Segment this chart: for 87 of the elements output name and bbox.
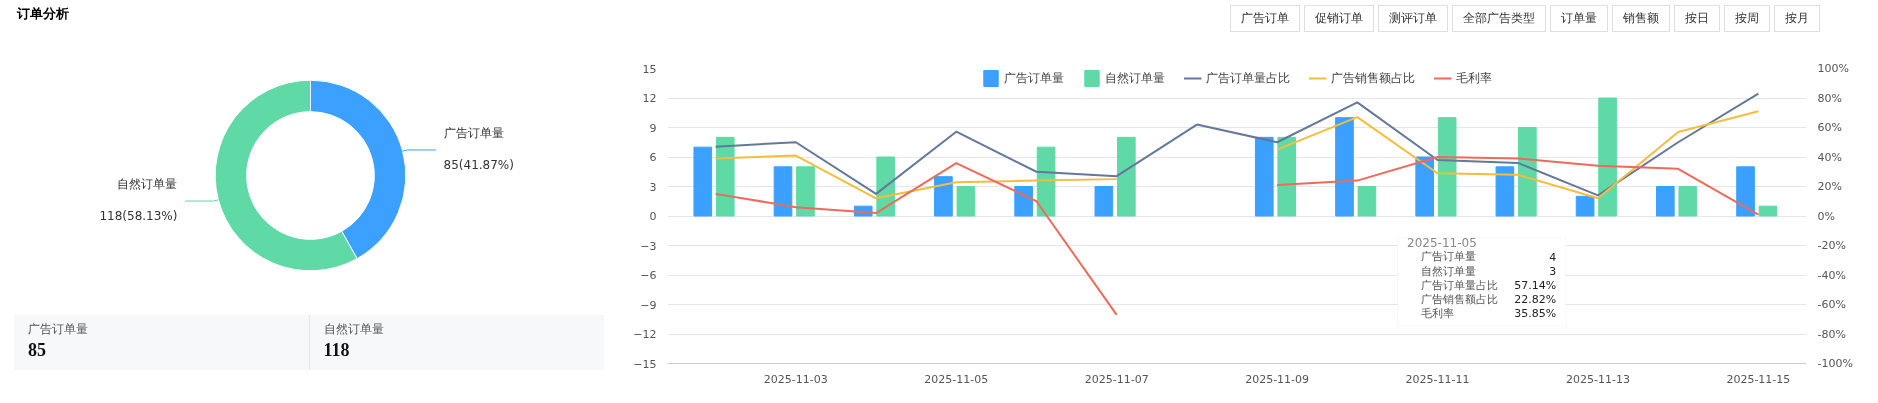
y2-tick-label: -100% [1817,357,1853,370]
text: 85 [28,339,47,363]
line-series [714,92,1760,197]
bar [934,176,953,217]
bar [1678,186,1698,217]
y-tick-label: −15 [633,357,657,371]
annotation: 4 [1549,250,1557,264]
x-tick-label: 2025-11-03 [763,372,828,386]
text: 订单量 [1550,5,1608,33]
bar [1575,195,1595,217]
y2-tick-label: -80% [1817,327,1846,341]
y-tick-label: 3 [649,180,657,194]
legend-label: 自然订单量 [1105,69,1165,87]
bar [1116,136,1136,217]
annotation: 35.85% [1514,307,1557,321]
y2-tick-label: -60% [1817,298,1846,311]
bar [773,166,793,217]
annotation: 2025-11-05 [1407,236,1477,251]
data-label: 85(41.87%) [443,157,514,172]
y-tick-label: 12 [642,92,657,105]
x-tick-label: 2025-11-09 [1245,372,1310,386]
text: 促销订单 [1304,5,1374,33]
text: 按周 [1724,5,1770,33]
legend-label: 广告销售额占比 [1331,69,1415,87]
bar [1415,156,1435,217]
bar [1598,97,1617,217]
bar [1254,136,1274,217]
bar [693,146,713,217]
x-tick-label: 2025-11-05 [924,372,989,386]
y2-tick-label: 80% [1817,91,1842,105]
y2-tick-label: -40% [1817,268,1846,282]
bar [1437,117,1457,217]
text: 广告订单量 [1421,250,1477,264]
x-tick-label: 2025-11-15 [1726,372,1791,386]
y-tick-label: −6 [640,269,657,282]
y-tick-label: 9 [649,121,657,135]
x-tick-label: 2025-11-11 [1405,372,1470,386]
y-tick-label: −3 [640,239,657,253]
bar [715,136,735,217]
bar [1656,186,1675,217]
text: 全部广告类型 [1452,5,1546,33]
bar [956,186,976,217]
bar [1518,127,1537,217]
y-tick-label: 6 [649,151,657,164]
data-label: 118(58.13%) [99,208,178,223]
bar [1357,186,1377,217]
bar [796,166,815,217]
text: 广告订单量 [28,321,89,338]
y2-tick-label: -20% [1817,239,1846,252]
text: 按日 [1674,5,1720,33]
annotation: 3 [1549,265,1557,279]
slice-label: 广告订单量 [443,126,504,141]
text: 广告订单 [1230,5,1300,33]
x-tick-label: 2025-11-07 [1084,372,1149,386]
bar [1094,186,1114,217]
y-tick-label: −12 [633,328,657,341]
x-tick-label: 2025-11-13 [1565,372,1630,386]
y2-tick-label: 40% [1817,150,1842,164]
text: 自然订单量 [1421,264,1477,278]
text: 广告订单量占比 [1421,278,1499,292]
y-tick-label: 15 [642,62,657,76]
annotation: 22.82% [1514,293,1557,307]
legend-label: 广告订单量占比 [1206,69,1290,87]
y2-tick-label: 20% [1817,180,1842,193]
y-tick-label: 0 [649,210,657,223]
legend-label: 广告订单量 [1004,69,1064,87]
bar [1335,117,1354,217]
bar [1014,186,1033,217]
text: 销售额 [1612,5,1670,33]
annotation: 57.14% [1514,278,1557,292]
y2-tick-label: 60% [1817,121,1842,134]
bar [1277,136,1297,217]
text: 测评订单 [1378,5,1448,33]
slice-label: 自然订单量 [117,177,178,192]
text: 广告销售额占比 [1421,293,1499,307]
text: 毛利率 [1421,307,1455,321]
text: 按月 [1774,5,1820,33]
text: 自然订单量 [323,321,385,338]
bar [1736,166,1755,217]
bar [1758,205,1778,217]
text: 118 [323,339,351,363]
y-tick-label: −9 [640,298,657,312]
y2-tick-label: 100% [1817,62,1849,75]
chart-title: 订单分析 [17,6,69,21]
legend-label: 毛利率 [1456,69,1492,87]
y2-tick-label: 0% [1817,209,1835,223]
bar [1495,166,1515,217]
